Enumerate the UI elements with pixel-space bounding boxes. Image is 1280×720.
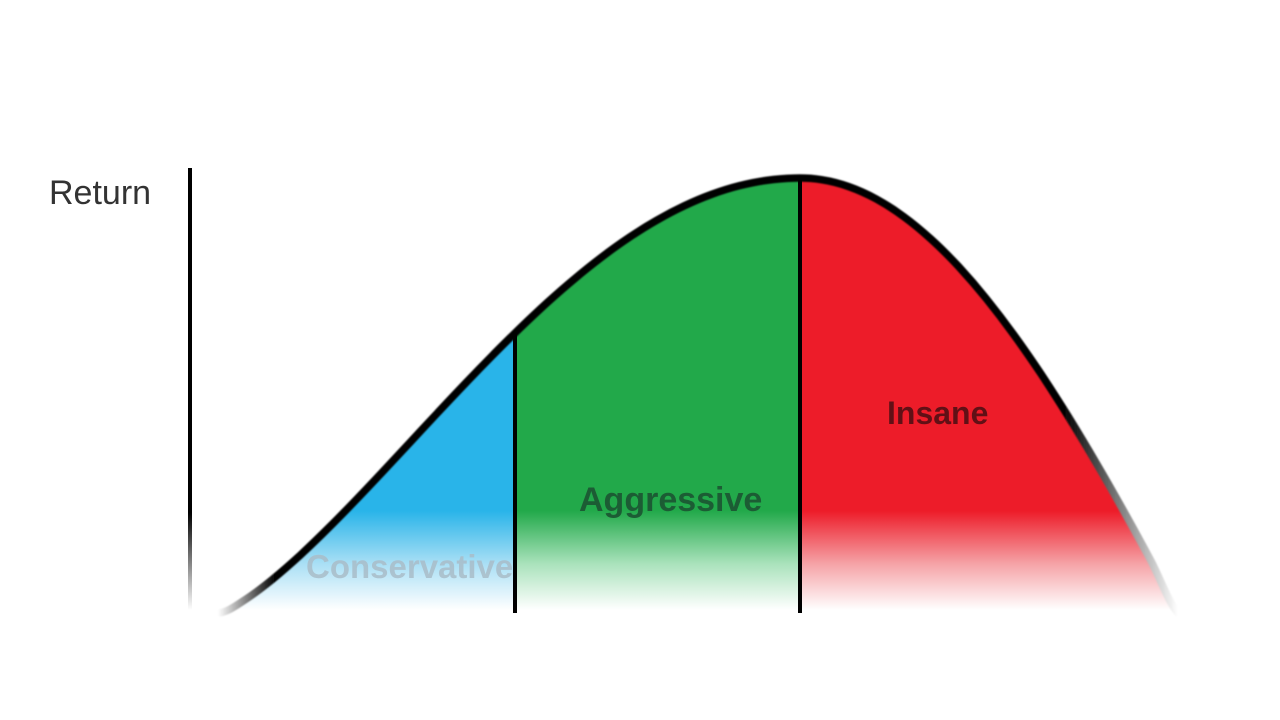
svg-text:Insane: Insane xyxy=(887,395,988,431)
svg-text:Return: Return xyxy=(49,174,151,212)
svg-text:Aggressive: Aggressive xyxy=(579,481,762,519)
svg-text:Conservative: Conservative xyxy=(306,548,513,585)
